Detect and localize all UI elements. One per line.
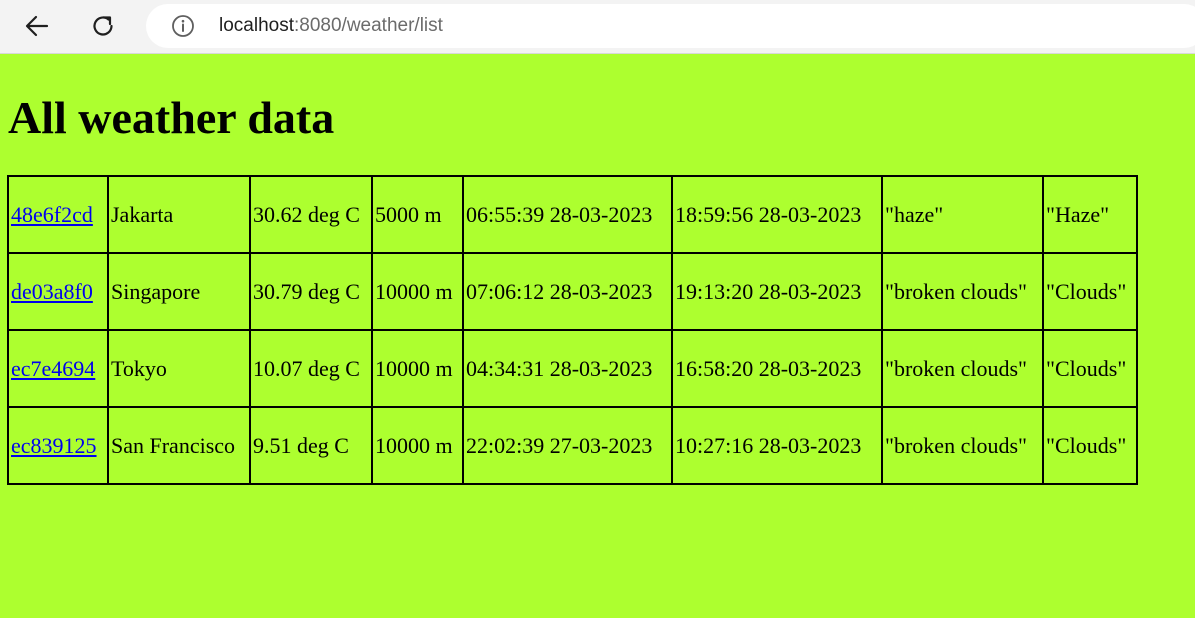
weather-id-cell: ec839125 (7, 406, 109, 485)
sunrise-cell: 04:34:31 28-03-2023 (462, 329, 673, 408)
weather-main-cell: "Haze" (1042, 175, 1138, 254)
temperature-cell: 9.51 deg C (249, 406, 373, 485)
weather-id-cell: ec7e4694 (7, 329, 109, 408)
info-icon[interactable] (171, 14, 195, 38)
page-title: All weather data (8, 92, 335, 143)
weather-id-cell: 48e6f2cd (7, 175, 109, 254)
table-row: de03a8f0 Singapore 30.79 deg C 10000 m 07:06… (7, 252, 1138, 331)
description-cell: "broken clouds" (881, 329, 1044, 408)
url-path: :8080/weather/list (294, 15, 443, 36)
url-text[interactable]: localhost:8080/weather/list (219, 15, 443, 37)
weather-table-body: 48e6f2cd Jakarta 30.62 deg C 5000 m 06:55:39… (7, 175, 1138, 485)
weather-main-cell: "Clouds" (1042, 406, 1138, 485)
visibility-cell: 10000 m (371, 329, 464, 408)
url-host: localhost (219, 15, 294, 36)
weather-main-cell: "Clouds" (1042, 329, 1138, 408)
sunrise-cell: 06:55:39 28-03-2023 (462, 175, 673, 254)
arrow-left-icon (25, 15, 49, 37)
sunset-cell: 19:13:20 28-03-2023 (671, 252, 883, 331)
visibility-cell: 10000 m (371, 252, 464, 331)
table-row: ec839125 San Francisco 9.51 deg C 10000 m 22… (7, 406, 1138, 485)
temperature-cell: 30.79 deg C (249, 252, 373, 331)
description-cell: "haze" (881, 175, 1044, 254)
weather-id-link[interactable]: 48e6f2cd (11, 201, 93, 227)
table-row: ec7e4694 Tokyo 10.07 deg C 10000 m 04:34:31 … (7, 329, 1138, 408)
description-cell: "broken clouds" (881, 406, 1044, 485)
city-cell: Jakarta (107, 175, 251, 254)
weather-table: 48e6f2cd Jakarta 30.62 deg C 5000 m 06:55:39… (7, 175, 1138, 485)
temperature-cell: 10.07 deg C (249, 329, 373, 408)
sunset-cell: 16:58:20 28-03-2023 (671, 329, 883, 408)
city-cell: San Francisco (107, 406, 251, 485)
back-button[interactable] (19, 9, 55, 43)
weather-id-link[interactable]: de03a8f0 (11, 278, 93, 304)
city-cell: Tokyo (107, 329, 251, 408)
table-row: 48e6f2cd Jakarta 30.62 deg C 5000 m 06:55:39… (7, 175, 1138, 254)
city-cell: Singapore (107, 252, 251, 331)
visibility-cell: 5000 m (371, 175, 464, 254)
address-bar[interactable]: localhost:8080/weather/list (146, 4, 1195, 48)
weather-id-link[interactable]: ec7e4694 (11, 355, 96, 381)
description-cell: "broken clouds" (881, 252, 1044, 331)
reload-button[interactable] (85, 9, 121, 43)
sunrise-cell: 07:06:12 28-03-2023 (462, 252, 673, 331)
sunset-cell: 10:27:16 28-03-2023 (671, 406, 883, 485)
weather-id-link[interactable]: ec839125 (11, 432, 97, 458)
temperature-cell: 30.62 deg C (249, 175, 373, 254)
sunrise-cell: 22:02:39 27-03-2023 (462, 406, 673, 485)
reload-icon (93, 16, 113, 36)
sunset-cell: 18:59:56 28-03-2023 (671, 175, 883, 254)
weather-id-cell: de03a8f0 (7, 252, 109, 331)
weather-main-cell: "Clouds" (1042, 252, 1138, 331)
browser-toolbar: localhost:8080/weather/list (0, 0, 1195, 54)
visibility-cell: 10000 m (371, 406, 464, 485)
